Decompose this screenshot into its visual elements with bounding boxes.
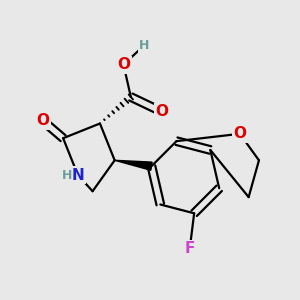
- Text: N: N: [71, 167, 84, 182]
- Text: H: H: [61, 169, 72, 182]
- Text: H: H: [139, 39, 149, 52]
- Text: O: O: [36, 113, 49, 128]
- Text: O: O: [117, 57, 130, 72]
- Polygon shape: [115, 160, 152, 170]
- Text: O: O: [233, 126, 246, 141]
- Text: F: F: [184, 241, 195, 256]
- Text: O: O: [155, 104, 168, 119]
